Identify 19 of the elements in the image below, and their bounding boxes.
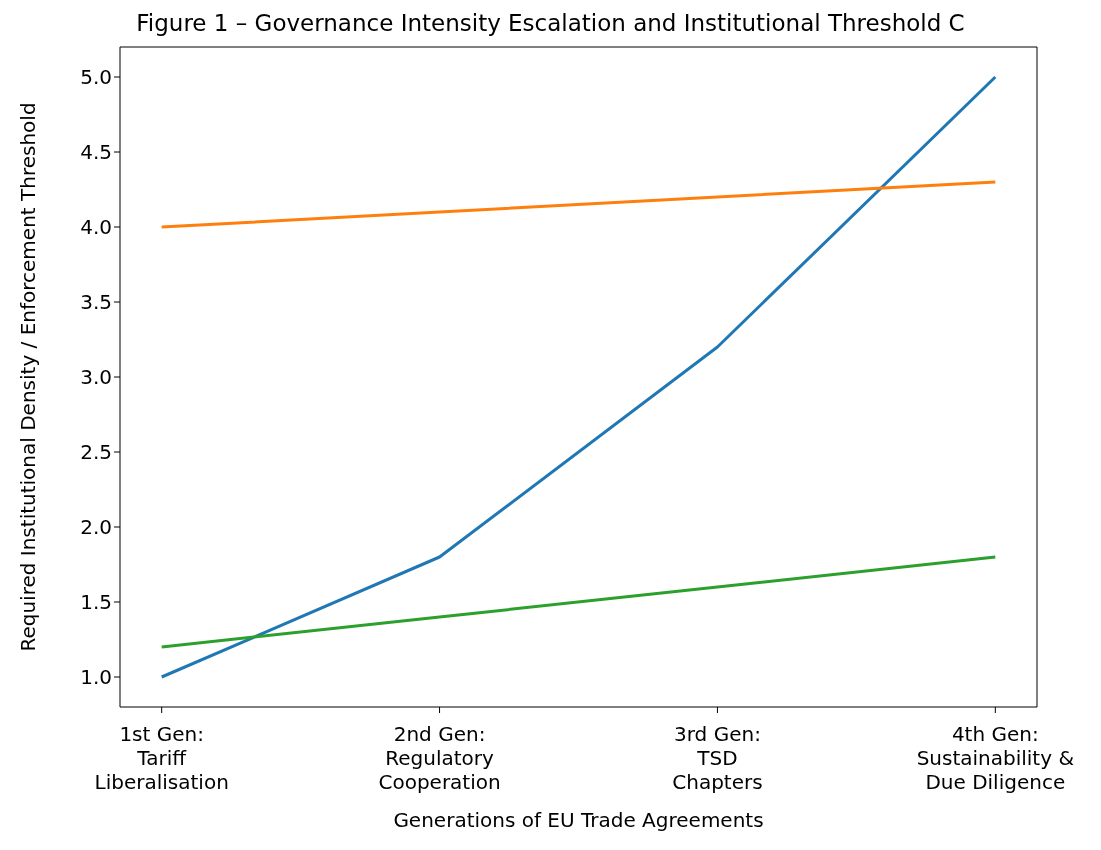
y-tick-label: 3.5 [80, 290, 112, 315]
y-axis-title: Required Institutional Density / Enforcement Threshold [16, 102, 41, 652]
x-tick-label: 4th Gen: Sustainability & Due Diligence [916, 722, 1075, 794]
y-tick-label: 2.5 [80, 440, 112, 465]
line-series [160, 75, 997, 679]
x-tick-label: 3rd Gen: TSD Chapters [672, 722, 763, 794]
y-tick-label: 4.5 [80, 140, 112, 165]
y-tick-label: 1.5 [80, 590, 112, 615]
x-tick-label: 2nd Gen: Regulatory Cooperation [378, 722, 501, 794]
y-tick-label: 2.0 [80, 515, 112, 540]
x-axis-title: Generations of EU Trade Agreements [393, 808, 764, 832]
line-series [160, 180, 997, 229]
y-tick-label: 1.0 [80, 665, 112, 690]
y-tick-label: 5.0 [80, 65, 112, 90]
chart-title: Figure 1 – Governance Intensity Escalation and Institutional Threshold C [135, 9, 966, 38]
x-tick-label: 1st Gen: Tariff Liberalisation [94, 722, 229, 794]
y-tick-label: 3.0 [80, 365, 112, 390]
line-series [160, 555, 997, 649]
y-tick-label: 4.0 [80, 215, 112, 240]
